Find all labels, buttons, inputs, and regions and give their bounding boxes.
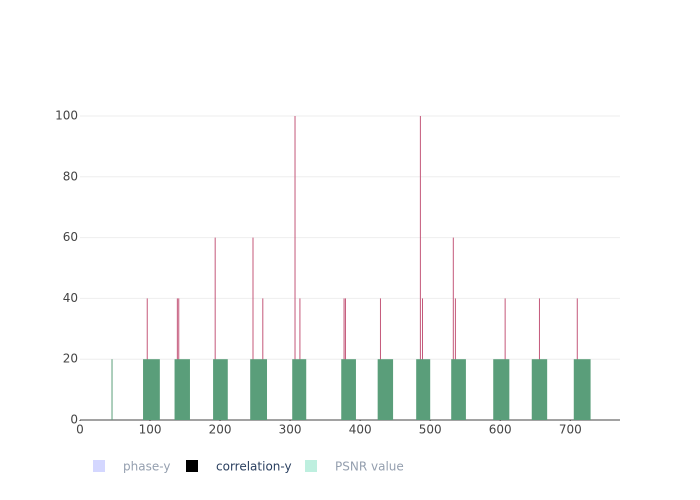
legend-label: correlation-y [216,460,292,474]
legend-swatch [186,460,198,472]
y-tick-label: 60 [63,230,78,244]
legend-swatch [93,460,105,472]
bar [250,359,268,420]
bar [292,359,307,420]
bar [143,359,160,420]
x-tick-label: 500 [419,423,442,437]
bar [531,359,548,420]
x-tick-label: 400 [349,423,372,437]
bar [452,237,454,420]
y-tick-label: 100 [55,109,78,123]
bar [451,359,466,420]
bar [213,359,228,420]
bar [341,359,356,420]
y-tick-label: 20 [63,352,78,366]
x-tick-label: 600 [489,423,512,437]
bar [111,359,113,420]
legend-label: phase-y [123,460,170,474]
x-tick-label: 100 [139,423,162,437]
legend-label: PSNR value [335,460,404,474]
x-tick-label: 700 [559,423,582,437]
y-tick-label: 40 [63,291,78,305]
legend-swatch [305,460,317,472]
bar [573,359,591,420]
y-tick-label: 80 [63,169,78,183]
bar [252,237,254,420]
bar [416,359,431,420]
x-tick-label: 200 [209,423,232,437]
bar [419,116,421,420]
bar [214,237,216,420]
bar [174,359,190,420]
bar [493,359,510,420]
bar [294,116,296,420]
bar [377,359,394,420]
y-tick-label: 0 [70,413,78,427]
x-tick-label: 300 [279,423,302,437]
x-tick-label: 0 [76,423,84,437]
